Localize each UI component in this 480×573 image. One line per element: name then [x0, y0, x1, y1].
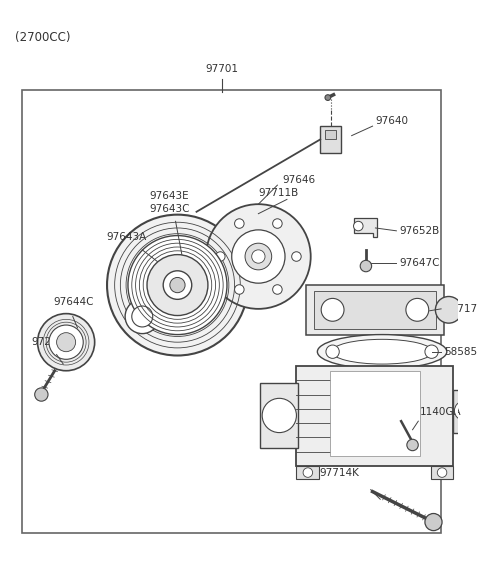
Text: 97643E: 97643E [149, 191, 189, 201]
Text: 97717: 97717 [444, 304, 477, 314]
Circle shape [132, 306, 153, 327]
Circle shape [147, 254, 208, 316]
Circle shape [321, 299, 344, 321]
Circle shape [425, 513, 442, 531]
Ellipse shape [332, 339, 432, 364]
Circle shape [170, 277, 185, 293]
Circle shape [35, 388, 48, 401]
Bar [431, 466, 454, 479]
Circle shape [57, 333, 76, 352]
Circle shape [360, 260, 372, 272]
Text: 1140GA: 1140GA [420, 407, 462, 417]
Circle shape [49, 325, 83, 359]
Bar [23, 90, 441, 532]
Bar [320, 126, 341, 153]
Text: 97701: 97701 [206, 64, 239, 74]
Bar [297, 366, 454, 466]
Circle shape [407, 439, 418, 451]
Text: 97646: 97646 [282, 175, 315, 186]
Ellipse shape [317, 335, 447, 369]
Text: 97652B: 97652B [399, 226, 440, 236]
Text: 97711B: 97711B [258, 187, 299, 198]
Circle shape [325, 95, 331, 100]
Circle shape [128, 236, 227, 335]
Circle shape [206, 204, 311, 309]
Bar [330, 371, 420, 456]
Text: 97236: 97236 [32, 337, 65, 347]
Circle shape [216, 252, 225, 261]
Bar [260, 383, 299, 448]
Text: 97647C: 97647C [399, 258, 440, 268]
Text: 97644C: 97644C [54, 297, 94, 307]
Bar [297, 466, 319, 479]
Circle shape [273, 219, 282, 228]
Circle shape [437, 468, 447, 477]
Text: 97643A: 97643A [106, 232, 146, 242]
Circle shape [163, 271, 192, 299]
Circle shape [292, 252, 301, 261]
Text: 97640: 97640 [375, 116, 408, 127]
Circle shape [252, 250, 265, 263]
Circle shape [125, 299, 159, 333]
Bar [313, 291, 436, 329]
Polygon shape [354, 218, 377, 237]
Circle shape [425, 345, 438, 358]
Circle shape [245, 243, 272, 270]
Circle shape [262, 398, 297, 433]
Text: 58585: 58585 [444, 347, 477, 357]
Circle shape [406, 299, 429, 321]
Text: (2700CC): (2700CC) [15, 31, 70, 44]
Circle shape [235, 219, 244, 228]
Bar [325, 130, 336, 139]
Circle shape [435, 296, 462, 323]
Circle shape [232, 230, 285, 283]
Circle shape [455, 401, 473, 420]
Bar [454, 390, 474, 433]
Circle shape [37, 313, 95, 371]
Circle shape [235, 285, 244, 295]
Text: 97714K: 97714K [319, 468, 359, 478]
Circle shape [303, 468, 312, 477]
Circle shape [354, 221, 363, 231]
Circle shape [107, 215, 248, 355]
Circle shape [273, 285, 282, 295]
Text: 97643C: 97643C [149, 203, 190, 214]
Circle shape [326, 345, 339, 358]
Bar [306, 285, 444, 335]
